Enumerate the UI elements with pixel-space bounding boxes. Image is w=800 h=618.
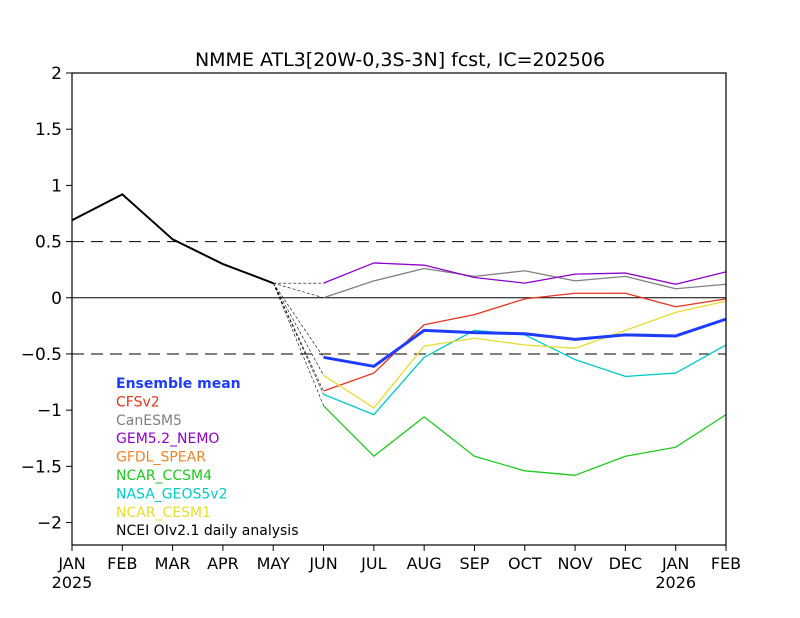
forecast-connector	[272, 283, 324, 406]
series-line-canesm5	[323, 267, 727, 299]
legend-entry: GEM5.2_NEMO	[116, 431, 219, 447]
x-tick-label: NOV	[557, 554, 592, 573]
x-tick-label: FEB	[107, 554, 137, 573]
x-tick-label: JUN	[308, 554, 337, 573]
y-tick-label: 2	[51, 64, 62, 84]
x-year-label: 2025	[52, 573, 93, 592]
x-tick-label: JAN	[57, 554, 85, 573]
legend-entry: NCAR_CESM1	[116, 505, 211, 521]
x-axis: JAN FEB MAR APR MAY JUN JUL AUG SEP OCT NOV DEC JAN F…	[52, 545, 741, 592]
y-tick-label: −1	[37, 401, 62, 421]
y-tick-label: 1	[51, 176, 62, 196]
series-line-ensemble-mean	[323, 317, 727, 368]
x-tick-label: APR	[207, 554, 239, 573]
reference-lines	[72, 241, 726, 355]
legend-entry: NCEI OIv2.1 daily analysis	[116, 523, 299, 539]
x-year-label: 2026	[655, 573, 696, 592]
forecast-connector	[272, 283, 324, 395]
series-line-ncar-cesm1	[323, 300, 727, 409]
y-tick-label: −2	[37, 514, 62, 534]
y-tick-label: −0.5	[21, 345, 62, 365]
x-tick-label: JAN	[661, 554, 689, 573]
series-line-observed	[71, 193, 274, 285]
forecast-connector-lines	[272, 282, 324, 406]
series-lines	[71, 193, 727, 476]
y-tick-label: 1.5	[35, 120, 62, 140]
legend-entry: Ensemble mean	[116, 376, 241, 392]
x-tick-label: FEB	[711, 554, 741, 573]
y-tick-label: 0	[51, 289, 62, 309]
legend-entry: CanESM5	[116, 413, 182, 429]
series-line-nasa-geos5v2	[323, 329, 727, 416]
chart-title: NMME ATL3[20W-0,3S-3N] fcst, IC=202506	[195, 49, 605, 71]
forecast-connector	[273, 282, 324, 299]
legend-entry: GFDL_SPEAR	[116, 450, 206, 466]
plot-frame	[71, 72, 727, 546]
x-tick-label: SEP	[460, 554, 490, 573]
x-tick-label: MAR	[155, 554, 191, 573]
legend-entry: CFSv2	[116, 394, 160, 410]
x-tick-label: DEC	[609, 554, 643, 573]
legend: Ensemble mean CFSv2 CanESM5 GEM5.2_NEMO GFDL…	[116, 376, 299, 539]
forecast-connector	[272, 282, 324, 358]
series-line-gem5-2-nemo	[323, 262, 727, 285]
legend-entry: NASA_GEOS5v2	[116, 486, 227, 502]
x-tick-label: JUL	[360, 554, 386, 573]
y-axis: 2 1.5 1 0.5 0 −0.5 −1 −1.5 −2	[21, 64, 72, 534]
x-tick-label: MAY	[257, 554, 291, 573]
y-tick-label: −1.5	[21, 457, 62, 477]
x-tick-label: AUG	[407, 554, 442, 573]
series-line-ncar-ccsm4	[323, 405, 727, 476]
forecast-connector	[272, 283, 324, 376]
legend-entry: NCAR_CCSM4	[116, 468, 212, 484]
series-line-cfsv2	[323, 292, 727, 392]
x-tick-label: OCT	[508, 554, 542, 573]
y-tick-label: 0.5	[35, 233, 62, 253]
